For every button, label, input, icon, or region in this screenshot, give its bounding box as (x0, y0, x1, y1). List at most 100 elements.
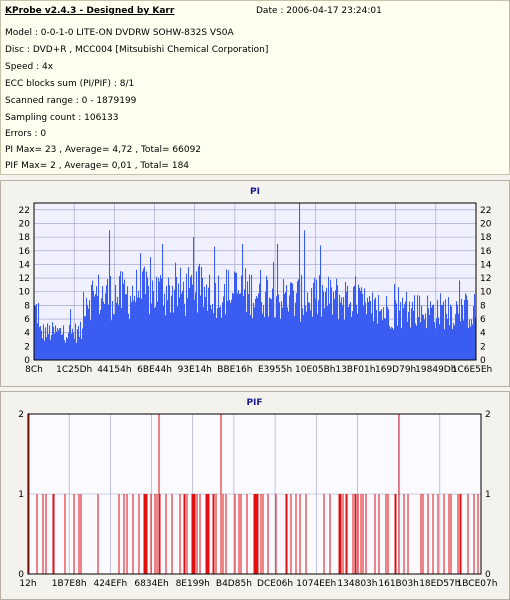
pi-bar (132, 285, 134, 360)
pi-bar (265, 291, 267, 360)
pi-bar (125, 294, 127, 360)
pi-bar (400, 302, 402, 360)
pi-bar (134, 295, 136, 360)
pi-bar (209, 274, 211, 360)
pi-bar (314, 277, 316, 360)
pi-bar (39, 327, 41, 360)
pi-bar (308, 302, 310, 360)
pi-bar (50, 339, 52, 360)
pi-bar (191, 274, 193, 360)
pi-bar (402, 297, 404, 360)
pi-bar (189, 287, 191, 360)
pi-bar (359, 288, 361, 360)
pi-bar (340, 302, 342, 360)
pi-bar (261, 302, 263, 360)
pi-bar (66, 337, 68, 360)
pi-bar (102, 286, 104, 360)
x-tick-label: 1BCE07h (457, 579, 498, 589)
pi-bar (253, 303, 255, 360)
pi-bar (321, 316, 323, 360)
pi-bar (36, 304, 38, 360)
pi-bar (61, 334, 63, 360)
y-tick-label-right: 16 (480, 247, 492, 257)
info-pi-summary: PI Max= 23 , Average= 4,72 , Total= 6609… (5, 145, 202, 155)
pi-bar (231, 299, 233, 360)
pi-bar (434, 322, 436, 360)
pi-bar (421, 305, 423, 360)
pi-bar (449, 325, 451, 360)
y-tick-label-right: 14 (480, 260, 492, 270)
pi-bar (385, 318, 387, 360)
pi-bar (457, 304, 459, 360)
pi-bar (224, 283, 226, 360)
pi-bar (80, 321, 82, 360)
pi-bar (141, 298, 143, 360)
pi-bar (422, 314, 424, 360)
pi-bar (376, 309, 378, 360)
y-tick-label-right: 18 (480, 233, 492, 243)
pi-bar (83, 291, 85, 360)
pi-bar (51, 335, 53, 360)
pi-bar (187, 298, 189, 360)
pi-bar (85, 316, 87, 360)
y-tick-label-left: 1 (18, 490, 24, 500)
pi-bar (258, 293, 260, 360)
pi-bar (218, 275, 220, 360)
pi-bar (131, 302, 133, 360)
pi-bar (199, 263, 201, 360)
pi-bar (278, 294, 280, 360)
pi-bar (292, 283, 294, 360)
pi-bar (248, 294, 250, 360)
pi-bar (439, 324, 441, 360)
pi-bar (462, 305, 464, 360)
y-tick-label-left: 4 (24, 329, 30, 339)
pi-bar (252, 318, 254, 360)
pi-bar (440, 293, 442, 360)
pi-bar (222, 302, 224, 360)
pi-bar (362, 293, 364, 360)
pi-bar (221, 317, 223, 360)
pi-bar (63, 325, 65, 360)
pi-bar (404, 304, 406, 360)
pi-bar (374, 299, 376, 360)
pi-bar (299, 203, 301, 360)
pi-bar (271, 299, 273, 360)
pi-bar (45, 327, 47, 360)
pi-bar (263, 305, 265, 360)
pi-bar (453, 323, 455, 360)
pi-bar (257, 298, 259, 360)
pi-bar (378, 295, 380, 360)
x-tick-label: 18ED57h (419, 579, 460, 589)
pi-bar (260, 269, 262, 360)
plot-frame (33, 202, 477, 361)
x-tick-label: 6834Eh (134, 579, 168, 589)
pi-bar (146, 271, 148, 360)
pi-bar (395, 300, 397, 360)
y-tick-label-right: 1 (485, 490, 491, 500)
pi-bar (411, 308, 413, 360)
pi-bar (118, 304, 120, 360)
pi-bar (353, 287, 355, 360)
pi-bar (169, 285, 171, 360)
pi-bar (357, 313, 359, 360)
pi-bar (246, 312, 248, 360)
pi-bar (384, 317, 386, 360)
pi-bar (121, 308, 123, 360)
pi-bar (356, 304, 358, 360)
pi-bar (87, 305, 89, 360)
pi-bar (174, 289, 176, 360)
pi-bar (294, 316, 296, 360)
pi-bar (364, 288, 366, 360)
plot-frame (27, 413, 482, 575)
pi-bar (203, 307, 205, 360)
pi-bar (79, 337, 81, 360)
pi-bar (389, 326, 391, 360)
pi-bar (443, 301, 445, 360)
pi-bar (62, 334, 64, 360)
pi-bar (277, 244, 279, 360)
pi-bar (372, 292, 374, 360)
pi-bar (244, 289, 246, 360)
pi-bar (338, 319, 340, 360)
pi-bar (430, 301, 432, 360)
pi-bar (161, 278, 163, 360)
